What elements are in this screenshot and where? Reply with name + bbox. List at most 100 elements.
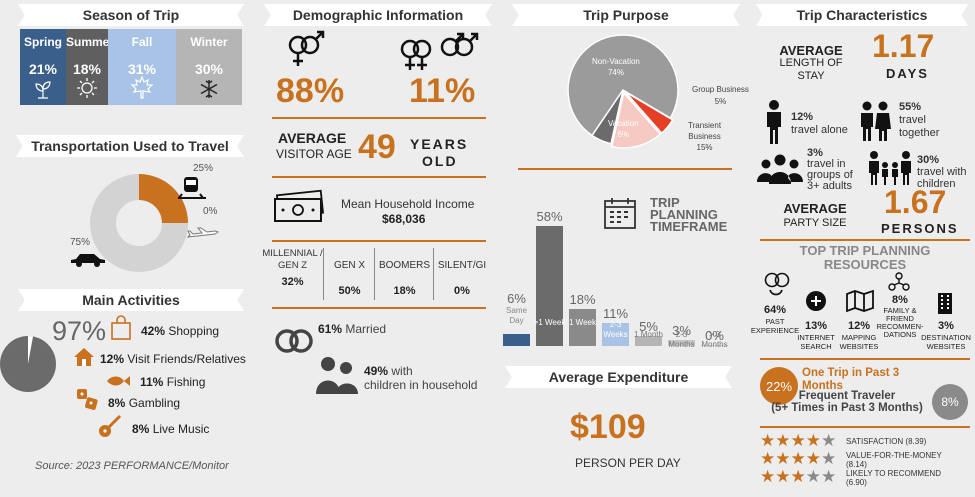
resource-pct: 3% xyxy=(938,320,954,332)
married-pct: 61% xyxy=(318,322,343,336)
sprout-icon xyxy=(35,81,51,99)
timeframe-title-3: TIMEFRAME xyxy=(650,219,728,234)
activity-label: Shopping xyxy=(168,324,220,338)
couple-icon xyxy=(861,101,891,141)
timeframe-bar-value: 5% xyxy=(639,318,658,334)
map-icon xyxy=(846,289,874,313)
activity-pct: 12% xyxy=(100,352,125,366)
activities-banner: Main Activities xyxy=(18,289,244,311)
guitar-icon xyxy=(99,414,122,437)
timeframe-bar xyxy=(635,335,662,346)
generation-silent: SILENT/GI 0% xyxy=(435,248,489,300)
groups-label-3: 3+ adults xyxy=(807,180,852,192)
resource-label: DATIONS xyxy=(883,330,917,339)
network-people-icon xyxy=(888,272,910,291)
generation-boomers: BOOMERS 18% xyxy=(376,248,434,300)
resources-title: TOP TRIP PLANNING RESOURCES xyxy=(760,244,970,272)
star-icon: ★ xyxy=(775,467,791,486)
party-size-unit: PERSONS xyxy=(881,221,959,236)
expenditure-unit: PERSON PER DAY xyxy=(575,456,681,470)
children-label-2: children in household xyxy=(364,378,478,392)
generation-pct: 32% xyxy=(281,276,304,288)
resource-label: DESTINATION xyxy=(921,333,971,342)
season-name: Winter xyxy=(190,35,228,49)
vac-text: Vacation xyxy=(608,119,639,128)
memory-icon xyxy=(764,272,790,296)
activity-label: Live Music xyxy=(152,422,210,436)
timeframe-title-2: PLANNING xyxy=(650,207,718,222)
group-text: Group Business xyxy=(692,85,749,94)
together-label-2: together xyxy=(899,127,940,139)
income-label: Mean Household Income xyxy=(341,197,475,211)
resource-pct: 13% xyxy=(804,320,828,332)
rating-stars: ★★★★★ xyxy=(760,449,836,468)
season-summer: Summer 18% xyxy=(66,29,115,105)
income-value: $68,036 xyxy=(382,212,426,226)
star-icon: ★ xyxy=(790,431,806,450)
party-size-label: AVERAGE PARTY SIZE xyxy=(775,202,855,230)
timeframe-bar-value: 3% xyxy=(672,322,691,338)
resource-pct: 8% xyxy=(892,294,908,306)
rating-value: ★★★★★ VALUE-FOR-THE-MONEY (8.14) xyxy=(760,449,974,469)
activity-gambling: 8% Gambling xyxy=(108,396,180,410)
characteristics-title: Trip Characteristics xyxy=(796,7,928,23)
group-pct: 5% xyxy=(714,97,727,106)
rail-pct: 25% xyxy=(193,163,214,174)
avg-stay-unit: DAYS xyxy=(886,66,929,81)
generation-pct: 50% xyxy=(338,285,361,297)
expenditure-value: $109 xyxy=(570,408,646,446)
group-icon xyxy=(757,154,803,184)
gender-two-male-icon xyxy=(440,32,479,57)
children-travel-label-1: travel with xyxy=(917,166,967,178)
season-name: Summer xyxy=(66,35,115,49)
timeframe-title-1: TRIP xyxy=(650,195,680,210)
activity-music: 8% Live Music xyxy=(132,422,209,436)
avg-stay-value: 1.17 xyxy=(872,28,935,64)
years-label-1: YEARS xyxy=(410,136,469,152)
timeframe-bar xyxy=(569,308,596,346)
timeframe-bar xyxy=(668,339,695,346)
purpose-pie-chart xyxy=(567,34,679,149)
airplane-icon xyxy=(186,227,220,238)
transient-slice xyxy=(610,91,662,149)
group-label: Group Business 5% xyxy=(692,84,749,108)
resource-past: 64% PAST EXPERIENCE xyxy=(749,304,801,335)
children-travel-pct: 30% xyxy=(917,154,940,166)
children-travel-text: 30% travel with children xyxy=(917,154,967,190)
together-text: 55% travel together xyxy=(899,101,939,140)
star-icon: ★ xyxy=(805,431,821,450)
snowflake-icon xyxy=(200,80,218,98)
together-pct: 55% xyxy=(899,101,922,113)
alone-text: 12% travel alone xyxy=(791,111,848,137)
car-icon xyxy=(71,254,105,267)
female-pct: 88% xyxy=(276,72,345,110)
stay-label-3: STAY xyxy=(797,70,825,82)
timeframe-bar xyxy=(503,333,530,346)
gender-female-male-icon xyxy=(288,30,325,66)
avg-age-value: 49 xyxy=(358,128,396,166)
expenditure-title: Average Expenditure xyxy=(548,369,689,385)
transient-pct: 15% xyxy=(696,143,713,152)
timeframe-bar xyxy=(602,323,629,346)
star-icon: ★ xyxy=(805,449,821,468)
male-pct: 11% xyxy=(409,72,476,110)
transient-text-1: Transient xyxy=(688,121,722,130)
rating-label: VALUE-FOR-THE-MONEY (8.14) xyxy=(846,451,942,469)
season-pct: 18% xyxy=(72,61,102,77)
timeframe-bar-label: 2-3 Weeks xyxy=(603,320,628,339)
one-trip-label: One Trip in Past 3 Months xyxy=(802,367,899,393)
vac-pct: 6% xyxy=(617,130,630,139)
star-icon: ★ xyxy=(760,467,776,486)
resource-label: FRIEND xyxy=(886,314,914,323)
resource-label: WEBSITES xyxy=(839,342,879,351)
timeframe-bar-value: 0% xyxy=(705,328,724,343)
star-icon: ★ xyxy=(775,449,791,468)
star-icon: ★ xyxy=(805,467,821,486)
rating-label-2: (8.14) xyxy=(846,460,867,469)
resource-label: RECOMMEN- xyxy=(876,322,924,331)
season-pct: 31% xyxy=(127,61,157,77)
timeframe-title: TRIP PLANNING TIMEFRAME xyxy=(650,195,728,234)
demographic-banner: Demographic Information xyxy=(264,4,492,26)
activity-visit: 12% Visit Friends/Relatives xyxy=(100,352,246,366)
one-trip-label-1: One Trip in Past 3 xyxy=(802,367,900,379)
